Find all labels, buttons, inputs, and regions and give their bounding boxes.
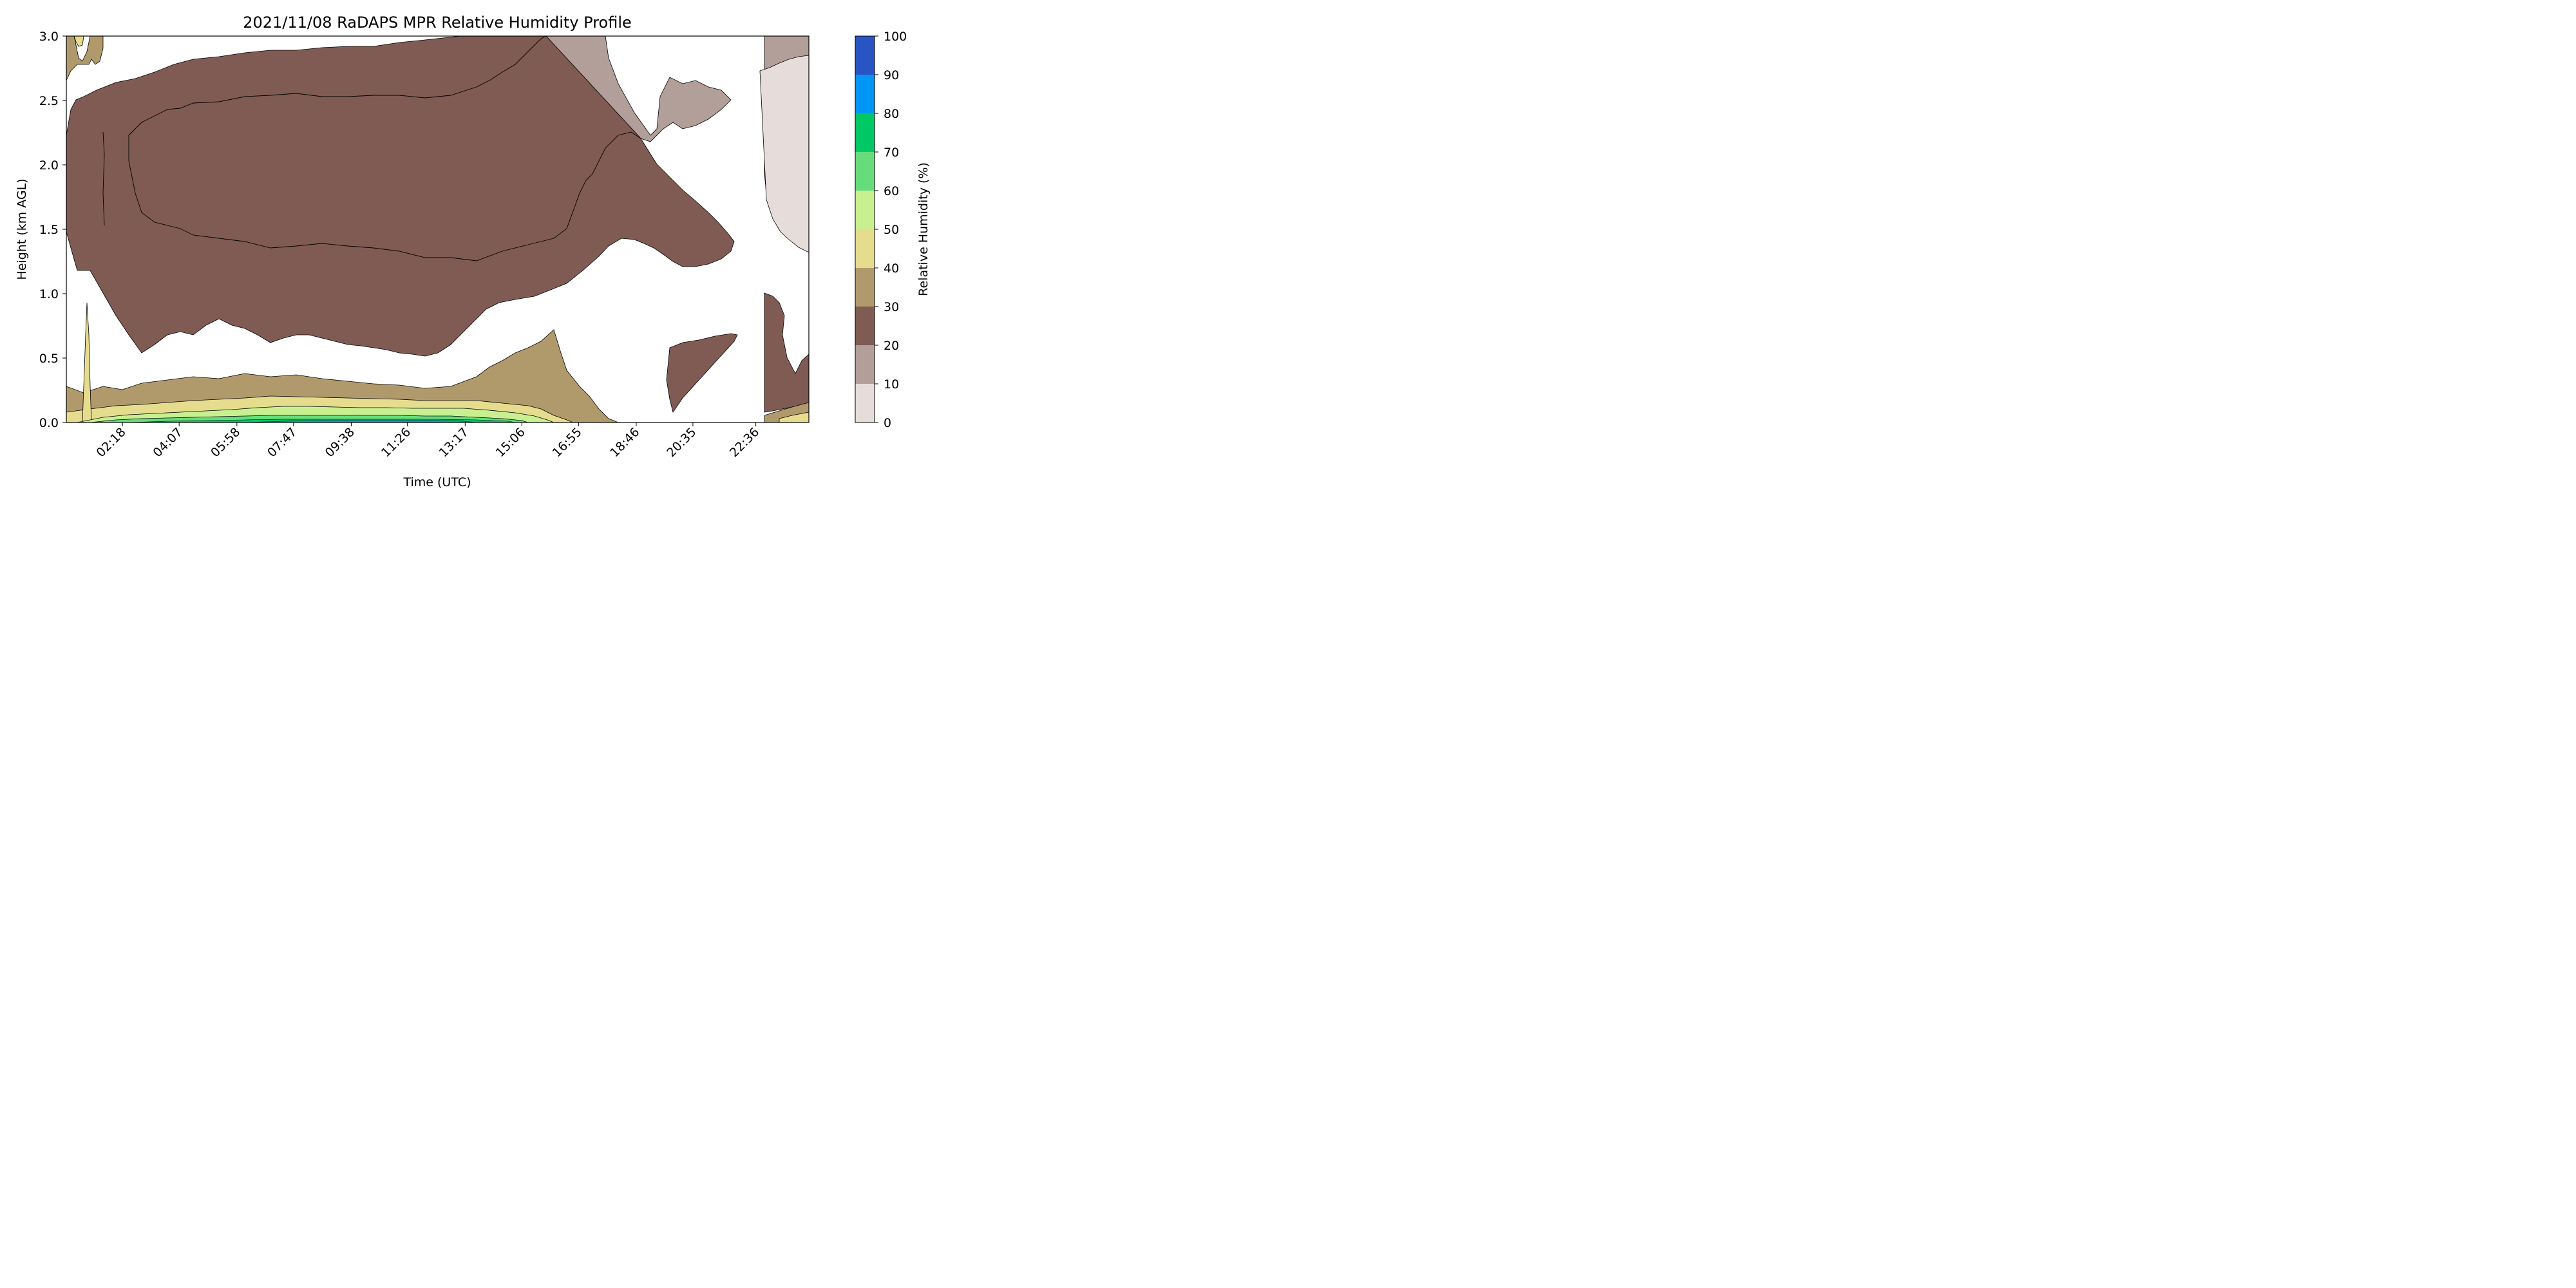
colorbar-tick-label: 90	[884, 68, 899, 82]
x-axis-label: Time (UTC)	[402, 475, 471, 489]
rh-contour-line-lower	[128, 131, 641, 261]
colorbar-label: Relative Humidity (%)	[916, 162, 931, 296]
colorbar-tick-label: 100	[884, 30, 907, 44]
x-axis: Time (UTC) 02:18 04:07 05:58 07:47 09:38 11:2…	[93, 422, 762, 489]
colorbar-tick-label: 20	[884, 339, 899, 353]
x-tick-label: 07:47	[265, 425, 299, 460]
rh-band-40-50-spike	[82, 302, 92, 423]
rh-band-20-30-pocket	[666, 333, 738, 413]
x-tick-label: 22:36	[727, 425, 762, 460]
colorbar-tick-label: 10	[884, 377, 899, 392]
y-axis-label: Height (km AGL)	[15, 178, 29, 279]
colorbar-tick-label: 60	[884, 184, 899, 198]
y-tick-label: 3.0	[39, 30, 59, 44]
colorbar-swatch	[855, 229, 875, 268]
x-tick-label: 04:07	[150, 425, 185, 460]
colorbar-swatch	[855, 113, 875, 152]
rh-band-20-30-right	[764, 292, 810, 413]
plot-area: 0.0 0.5 1.0 1.5 2.0 2.5 3.0 Height (km A…	[15, 30, 810, 489]
colorbar-swatch	[855, 384, 875, 422]
x-tick-label: 13:17	[437, 425, 471, 460]
colorbar-swatch	[855, 191, 875, 229]
rh-band-30-40-low	[66, 329, 619, 423]
chart-title: 2021/11/08 RaDAPS MPR Relative Humidity …	[243, 14, 632, 32]
x-tick-label: 18:46	[607, 425, 642, 460]
y-tick-label: 2.5	[39, 94, 59, 108]
humidity-contour-fill	[66, 35, 810, 423]
colorbar-tick-label: 40	[884, 261, 899, 276]
y-tick-label: 1.0	[39, 287, 59, 301]
rh-band-20-30-main	[66, 35, 735, 357]
y-tick-label: 2.0	[39, 158, 59, 173]
colorbar-swatch	[855, 268, 875, 307]
x-tick-label: 15:06	[493, 425, 528, 460]
y-tick-label: 0.0	[39, 416, 59, 430]
colorbar-swatch	[855, 75, 875, 113]
rh-contour-line-upper	[128, 35, 547, 136]
x-tick-label: 11:26	[379, 425, 413, 460]
rh-band-30-40-top	[66, 35, 104, 81]
colorbar-swatch	[855, 307, 875, 345]
x-tick-label: 09:38	[323, 425, 357, 460]
y-axis: 0.0 0.5 1.0 1.5 2.0 2.5 3.0 Height (km A…	[15, 30, 66, 430]
x-tick-label: 02:18	[93, 425, 128, 460]
x-tick-label: 20:35	[664, 425, 699, 460]
colorbar-swatch	[855, 152, 875, 191]
rh-profile-chart: 2021/11/08 RaDAPS MPR Relative Humidity …	[15, 14, 931, 489]
colorbar-tick-label: 50	[884, 223, 899, 237]
colorbar: Relative Humidity (%) 0 10 20 30 40 50 60 70 80 9…	[855, 30, 931, 430]
colorbar-swatch	[855, 36, 875, 75]
colorbar-tick-label: 30	[884, 300, 899, 314]
colorbar-tick-label: 80	[884, 107, 899, 121]
y-tick-label: 1.5	[39, 223, 59, 237]
x-tick-label: 05:58	[208, 425, 243, 460]
rh-contour-line-left	[102, 131, 105, 226]
colorbar-swatch	[855, 345, 875, 384]
rh-band-10-20-upper	[545, 35, 732, 142]
y-tick-label: 0.5	[39, 352, 59, 366]
colorbar-tick-label: 0	[884, 416, 891, 430]
x-tick-label: 16:55	[550, 425, 585, 460]
colorbar-tick-label: 70	[884, 146, 899, 160]
